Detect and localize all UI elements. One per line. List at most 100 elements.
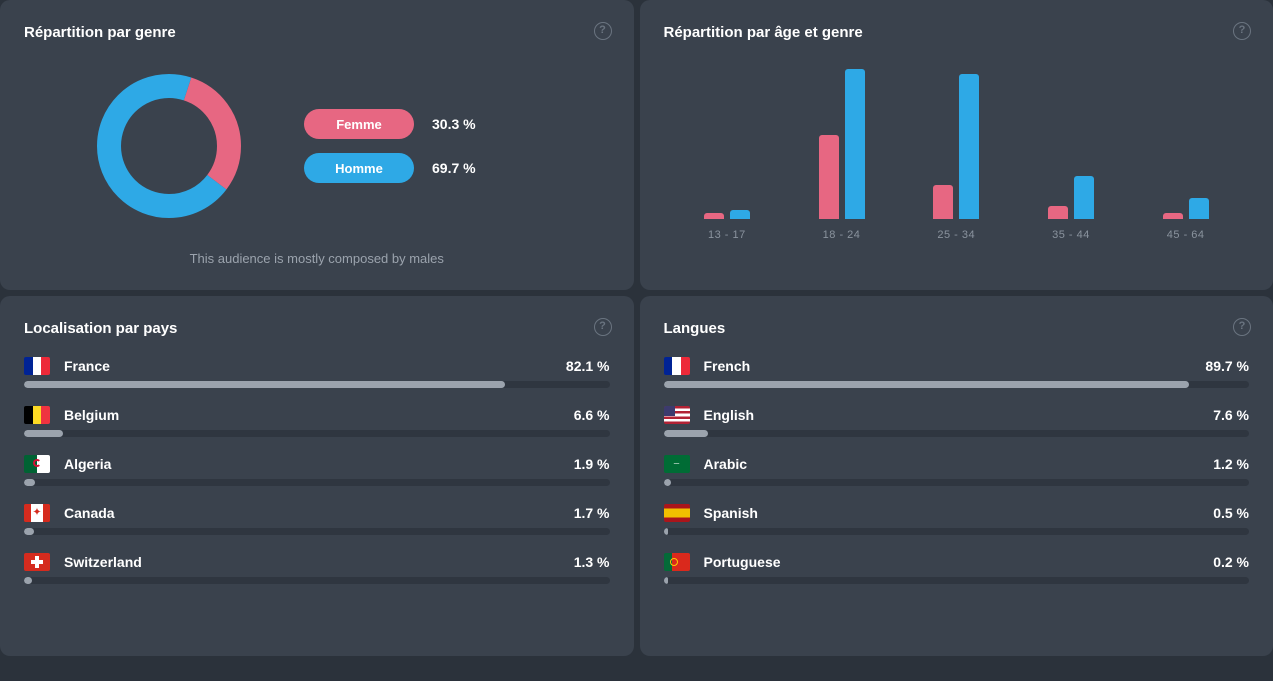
flag-ca-icon: ✦ xyxy=(24,504,50,522)
progress-fill xyxy=(24,381,505,388)
flag-fr-icon xyxy=(24,357,50,375)
bar-female xyxy=(1048,206,1068,219)
countries-list: France 82.1 % Belgium 6.6 % Algeria 1.9 % ✦ Can… xyxy=(24,357,610,584)
legend-pill: Femme xyxy=(304,109,414,139)
list-value: 1.3 % xyxy=(574,554,610,570)
countries-title: Localisation par pays xyxy=(24,320,610,337)
flag-pt-icon xyxy=(664,553,690,571)
list-value: 1.2 % xyxy=(1213,456,1249,472)
list-label: France xyxy=(64,358,110,374)
list-label: Switzerland xyxy=(64,554,142,570)
progress-fill xyxy=(664,479,671,486)
gender-legend: Femme 30.3 % Homme 69.7 % xyxy=(304,109,476,183)
help-icon[interactable]: ? xyxy=(594,22,612,40)
list-item: ✦ Canada 1.7 % xyxy=(24,504,610,535)
list-item: Switzerland 1.3 % xyxy=(24,553,610,584)
progress-fill xyxy=(664,430,708,437)
list-value: 0.5 % xyxy=(1213,505,1249,521)
gender-donut-chart xyxy=(94,71,244,221)
flag-es-icon xyxy=(664,504,690,522)
flag-dz-icon xyxy=(24,455,50,473)
progress-bar xyxy=(24,577,610,584)
legend-row: Homme 69.7 % xyxy=(304,153,476,183)
flag-fr-icon xyxy=(664,357,690,375)
list-label: French xyxy=(704,358,751,374)
list-value: 1.7 % xyxy=(574,505,610,521)
age-bar-label: 18 - 24 xyxy=(823,229,861,241)
age-bar-chart: 13 - 17 18 - 24 25 - 34 35 - 44 45 - 64 xyxy=(664,61,1250,241)
progress-bar xyxy=(24,528,610,535)
legend-row: Femme 30.3 % xyxy=(304,109,476,139)
legend-value: 30.3 % xyxy=(432,116,476,132)
help-icon[interactable]: ? xyxy=(1233,22,1251,40)
progress-bar xyxy=(664,430,1250,437)
list-item: France 82.1 % xyxy=(24,357,610,388)
progress-bar xyxy=(24,381,610,388)
age-title: Répartition par âge et genre xyxy=(664,24,1250,41)
list-label: Belgium xyxy=(64,407,119,423)
age-bar-group: 35 - 44 xyxy=(1014,69,1129,241)
progress-bar xyxy=(664,577,1250,584)
list-value: 7.6 % xyxy=(1213,407,1249,423)
bar-male xyxy=(1074,176,1094,219)
bar-female xyxy=(819,135,839,219)
bar-male xyxy=(845,69,865,219)
languages-list: French 89.7 % English 7.6 % ـــ Arabic 1.2 % Sp… xyxy=(664,357,1250,584)
list-label: English xyxy=(704,407,755,423)
age-bar-group: 13 - 17 xyxy=(670,69,785,241)
progress-fill xyxy=(24,479,35,486)
list-value: 1.9 % xyxy=(574,456,610,472)
list-label: Algeria xyxy=(64,456,111,472)
flag-ch-icon xyxy=(24,553,50,571)
flag-us-icon xyxy=(664,406,690,424)
progress-bar xyxy=(24,430,610,437)
countries-card: Localisation par pays ? France 82.1 % Belg… xyxy=(0,296,634,656)
age-card: Répartition par âge et genre ? 13 - 17 18… xyxy=(640,0,1273,290)
list-value: 82.1 % xyxy=(566,358,610,374)
list-label: Portuguese xyxy=(704,554,781,570)
progress-bar xyxy=(24,479,610,486)
progress-fill xyxy=(664,381,1189,388)
legend-value: 69.7 % xyxy=(432,160,476,176)
list-value: 0.2 % xyxy=(1213,554,1249,570)
bar-female xyxy=(1163,213,1183,219)
help-icon[interactable]: ? xyxy=(1233,318,1251,336)
age-bar-group: 25 - 34 xyxy=(899,69,1014,241)
languages-title: Langues xyxy=(664,320,1250,337)
flag-be-icon xyxy=(24,406,50,424)
languages-card: Langues ? French 89.7 % English 7.6 % ـــ Ara… xyxy=(640,296,1273,656)
bar-female xyxy=(933,185,953,219)
help-icon[interactable]: ? xyxy=(594,318,612,336)
list-item: Spanish 0.5 % xyxy=(664,504,1250,535)
age-bar-label: 35 - 44 xyxy=(1052,229,1090,241)
age-bar-group: 18 - 24 xyxy=(784,69,899,241)
progress-fill xyxy=(24,577,32,584)
list-item: French 89.7 % xyxy=(664,357,1250,388)
list-item: English 7.6 % xyxy=(664,406,1250,437)
age-bar-label: 45 - 64 xyxy=(1167,229,1205,241)
age-bar-label: 25 - 34 xyxy=(937,229,975,241)
progress-fill xyxy=(664,577,669,584)
list-label: Canada xyxy=(64,505,115,521)
legend-pill: Homme xyxy=(304,153,414,183)
flag-sa-icon: ـــ xyxy=(664,455,690,473)
list-item: Algeria 1.9 % xyxy=(24,455,610,486)
list-label: Spanish xyxy=(704,505,758,521)
gender-title: Répartition par genre xyxy=(24,24,610,41)
list-value: 6.6 % xyxy=(574,407,610,423)
progress-bar xyxy=(664,381,1250,388)
list-item: ـــ Arabic 1.2 % xyxy=(664,455,1250,486)
list-item: Belgium 6.6 % xyxy=(24,406,610,437)
bar-male xyxy=(959,74,979,219)
progress-fill xyxy=(24,430,63,437)
list-label: Arabic xyxy=(704,456,748,472)
progress-fill xyxy=(664,528,669,535)
bar-male xyxy=(1189,198,1209,219)
progress-bar xyxy=(664,528,1250,535)
gender-card: Répartition par genre ? Femme 30.3 % Homme… xyxy=(0,0,634,290)
list-item: Portuguese 0.2 % xyxy=(664,553,1250,584)
age-bar-label: 13 - 17 xyxy=(708,229,746,241)
list-value: 89.7 % xyxy=(1205,358,1249,374)
progress-fill xyxy=(24,528,34,535)
bar-female xyxy=(704,213,724,219)
